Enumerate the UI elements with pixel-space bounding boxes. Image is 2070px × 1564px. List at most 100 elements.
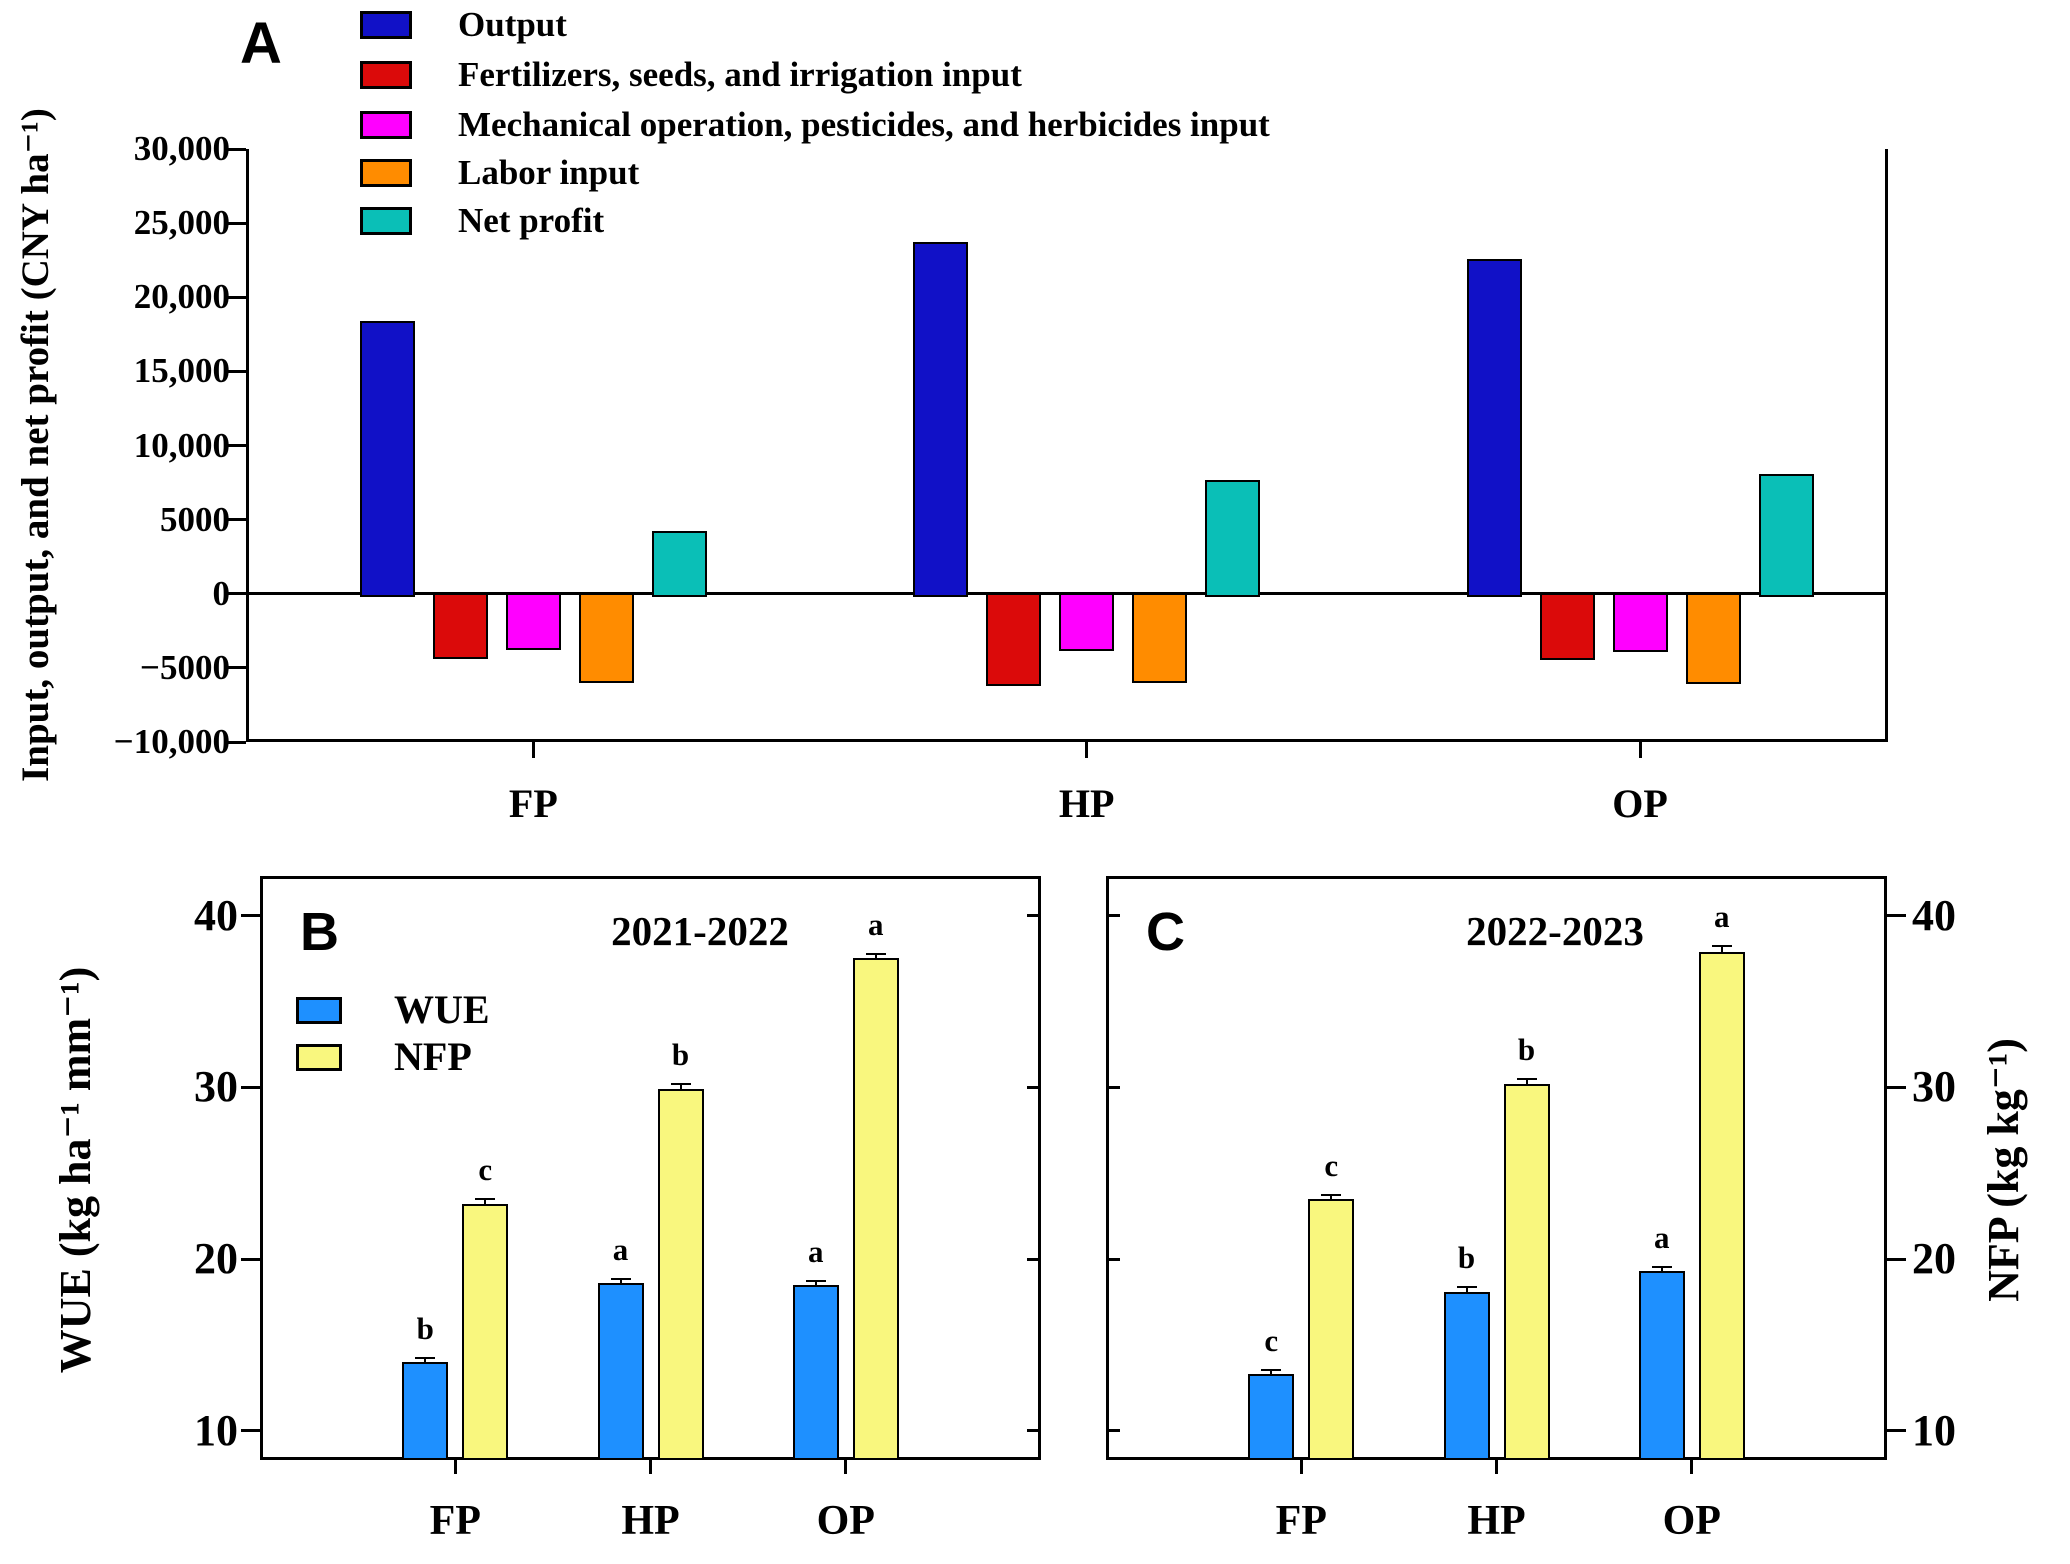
legend-label-wue: WUE [394, 987, 490, 1032]
legend-swatch-1 [360, 11, 412, 39]
significance-letter: c [1324, 1147, 1339, 1183]
error-bar-cap [865, 953, 886, 956]
significance-letter: b [1517, 1031, 1536, 1067]
y-tick-label: 30 [1912, 1062, 1956, 1112]
x-category-label-hp: HP [1058, 781, 1115, 826]
y-tick-label: 20,000 [133, 277, 230, 317]
error-bar-stem [679, 1083, 682, 1091]
y-tick-mark-mirror [1106, 1429, 1120, 1433]
error-bar-cap [1456, 1286, 1477, 1289]
y-tick-label: 10,000 [133, 425, 230, 465]
legend-swatch-2 [360, 61, 412, 89]
y-tick-label: 30 [194, 1062, 238, 1112]
x-category-label-fp: FP [508, 781, 558, 826]
y-tick-label: 10 [194, 1405, 238, 1455]
error-bar-stem [484, 1198, 487, 1207]
x-category-label-fp: FP [1275, 1498, 1327, 1544]
x-tick-mark [844, 1460, 848, 1474]
box-border-right [1038, 876, 1041, 1460]
significance-letter: a [1654, 1220, 1670, 1256]
box-border-right [1884, 876, 1887, 1460]
y-tick-mark [227, 369, 246, 373]
y-tick-mark-left [241, 1085, 260, 1089]
legend-swatch-wue [296, 997, 342, 1024]
error-bar-cap [610, 1278, 631, 1281]
panel-b-title: 2021-2022 [611, 908, 789, 954]
x-category-label-hp: HP [1467, 1498, 1526, 1544]
y-tick-mark-right [1887, 1257, 1906, 1261]
significance-letter: b [1457, 1240, 1476, 1276]
x-tick-mark [1495, 1460, 1498, 1474]
legend-label-1: Output [458, 5, 567, 44]
y-tick-label: 5000 [160, 499, 230, 539]
error-bar-cap [475, 1197, 496, 1200]
bar-hp-series1 [986, 592, 1042, 686]
y-tick-label: 30,000 [133, 129, 230, 168]
y-tick-mark [227, 444, 246, 447]
bar-wue-fp [1248, 1374, 1295, 1460]
y-tick-label: 10 [1912, 1405, 1956, 1455]
y-tick-label: 0 [212, 573, 231, 613]
bar-fp-series0 [359, 320, 415, 597]
y-tick-mark [227, 592, 246, 596]
bar-nfp-hp [1503, 1083, 1550, 1460]
significance-letter: a [612, 1232, 629, 1268]
bar-wue-hp [597, 1283, 644, 1460]
x-tick-mark [1638, 742, 1642, 758]
box-border-left [260, 876, 263, 1460]
error-bar-cap [415, 1357, 436, 1360]
bar-fp-series3 [578, 592, 634, 683]
y-tick-mark-right [1887, 1085, 1906, 1089]
y-axis-line-left [246, 149, 249, 742]
legend-label-3: Mechanical operation, pesticides, and he… [458, 105, 1270, 144]
x-category-label-op: OP [1612, 781, 1668, 826]
y-tick-mark [227, 147, 246, 151]
significance-letter: a [808, 1233, 824, 1269]
panel-c-plot-area: c b a c b a [1106, 876, 1906, 1474]
error-bar-cap [805, 1279, 826, 1282]
error-bar-cap [1651, 1266, 1672, 1269]
panel-b-letter: B [300, 902, 339, 962]
y-tick-mark-left [241, 914, 260, 917]
panel-a-letter: A [240, 11, 282, 76]
bar-fp-series1 [432, 592, 488, 659]
bar-wue-op [1638, 1271, 1685, 1460]
y-tick-mark-left [241, 1429, 260, 1433]
y-tick-mark-left [241, 1257, 260, 1261]
legend-label-5: Net profit [458, 201, 605, 240]
x-tick-mark [453, 1460, 457, 1474]
x-tick-mark [1690, 1460, 1694, 1474]
error-bar-stem [424, 1358, 427, 1365]
box-border-top [260, 876, 1041, 879]
panel-b-plot-area: b a a c b a [241, 876, 1041, 1474]
y-tick-mark [227, 740, 246, 744]
bar-op-series2 [1612, 592, 1668, 652]
bar-fp-series2 [505, 592, 561, 651]
significance-letter: a [1714, 899, 1730, 935]
legend-swatch-5 [360, 207, 412, 235]
error-bar-stem [619, 1279, 622, 1286]
bar-wue-hp [1443, 1291, 1490, 1460]
significance-letter: a [868, 907, 884, 943]
y-tick-label: 20 [194, 1234, 238, 1284]
bar-fp-series4 [651, 531, 707, 597]
y-tick-mark [227, 221, 246, 225]
significance-letter: c [1264, 1323, 1279, 1359]
y-tick-mark [227, 518, 246, 522]
legend-label-nfp: NFP [394, 1034, 472, 1079]
error-bar-cap [1516, 1077, 1537, 1080]
bar-op-series3 [1685, 592, 1741, 685]
error-bar-stem [1720, 946, 1723, 954]
legend-swatch-4 [360, 159, 412, 187]
panel-c-letter: C [1146, 902, 1185, 962]
error-bar-cap [1261, 1369, 1282, 1372]
x-category-label-op: OP [816, 1498, 875, 1544]
x-tick-mark [1299, 1460, 1303, 1474]
panel-c-title: 2022-2023 [1466, 908, 1644, 954]
error-bar-stem [1660, 1267, 1663, 1274]
x-category-label-hp: HP [621, 1498, 680, 1544]
y-axis-line-right [1885, 149, 1888, 742]
y-tick-mark [227, 295, 246, 299]
bar-wue-op [792, 1284, 839, 1460]
error-bar-stem [1465, 1287, 1468, 1294]
